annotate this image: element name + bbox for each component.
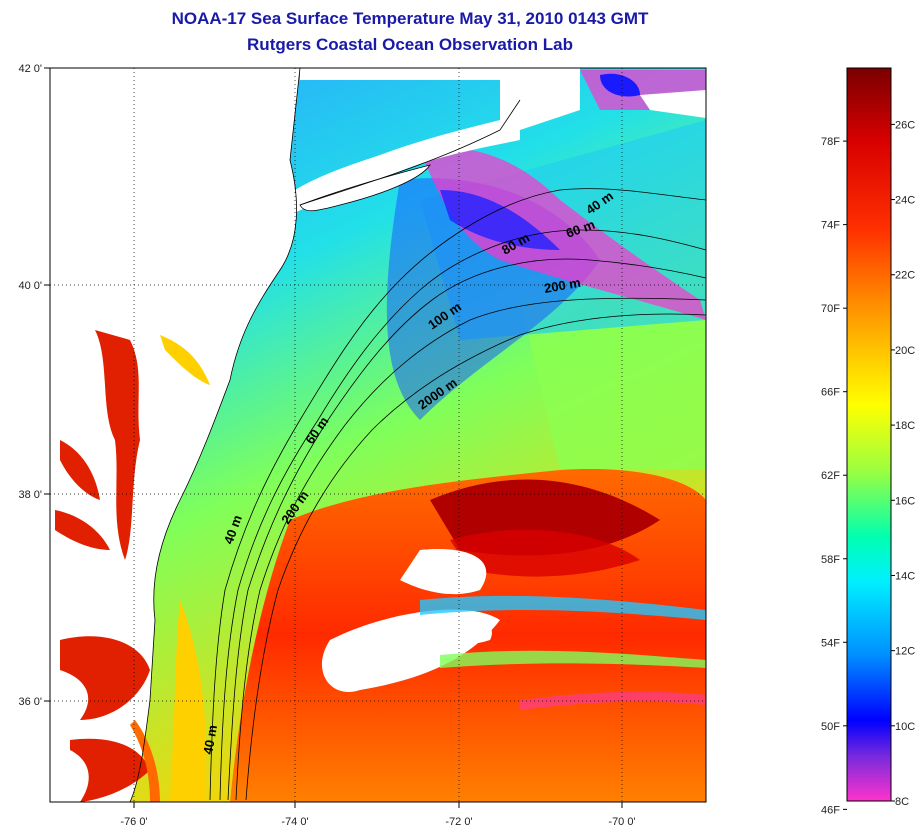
lat-label: 42 0' <box>18 63 42 75</box>
colorbar-f-label: 66F <box>821 387 840 399</box>
colorbar-c-label: 12C <box>895 646 915 658</box>
map-subtitle: Rutgers Coastal Ocean Observation Lab <box>247 35 573 54</box>
colorbar-f-label: 78F <box>821 136 840 148</box>
lon-label: -74 0' <box>281 816 308 828</box>
axis-ticks <box>44 67 623 808</box>
map-title: NOAA-17 Sea Surface Temperature May 31, … <box>171 9 649 28</box>
colorbar-celsius-labels: 26C 24C 22C 20C 18C 16C 14C 12C 10C 8C <box>891 119 915 808</box>
colorbar-f-label: 50F <box>821 721 840 733</box>
colorbar-f-label: 58F <box>821 554 840 566</box>
lat-label: 36 0' <box>18 696 42 708</box>
colorbar-fahrenheit-labels: 78F 74F 70F 66F 62F 58F 54F 50F 46F <box>821 136 847 816</box>
lon-label: -72 0' <box>445 816 472 828</box>
colorbar-c-label: 10C <box>895 721 915 733</box>
lat-label: 40 0' <box>18 280 42 292</box>
lat-label: 38 0' <box>18 489 42 501</box>
colorbar-c-label: 14C <box>895 570 915 582</box>
contour-label: 40 m <box>200 724 220 756</box>
colorbar-f-label: 74F <box>821 220 840 232</box>
graticule <box>50 68 706 802</box>
colorbar-c-label: 24C <box>895 195 915 207</box>
colorbar-c-label: 22C <box>895 270 915 282</box>
map-imagery <box>50 68 706 802</box>
lon-label: -76 0' <box>120 816 147 828</box>
colorbar-f-label: 62F <box>821 470 840 482</box>
color-bar <box>846 67 892 802</box>
colorbar-f-label: 46F <box>821 804 840 816</box>
colorbar-c-label: 8C <box>895 796 909 808</box>
lon-label: -70 0' <box>608 816 635 828</box>
colorbar-c-label: 16C <box>895 495 915 507</box>
colorbar-c-label: 26C <box>895 119 915 131</box>
colorbar-f-label: 54F <box>821 637 840 649</box>
map-border <box>49 67 707 803</box>
colorbar-c-label: 18C <box>895 420 915 432</box>
contour-label: 200 m <box>543 275 582 296</box>
colorbar-f-label: 70F <box>821 303 840 315</box>
colorbar-c-label: 20C <box>895 345 915 357</box>
isobath-contours <box>209 188 707 801</box>
